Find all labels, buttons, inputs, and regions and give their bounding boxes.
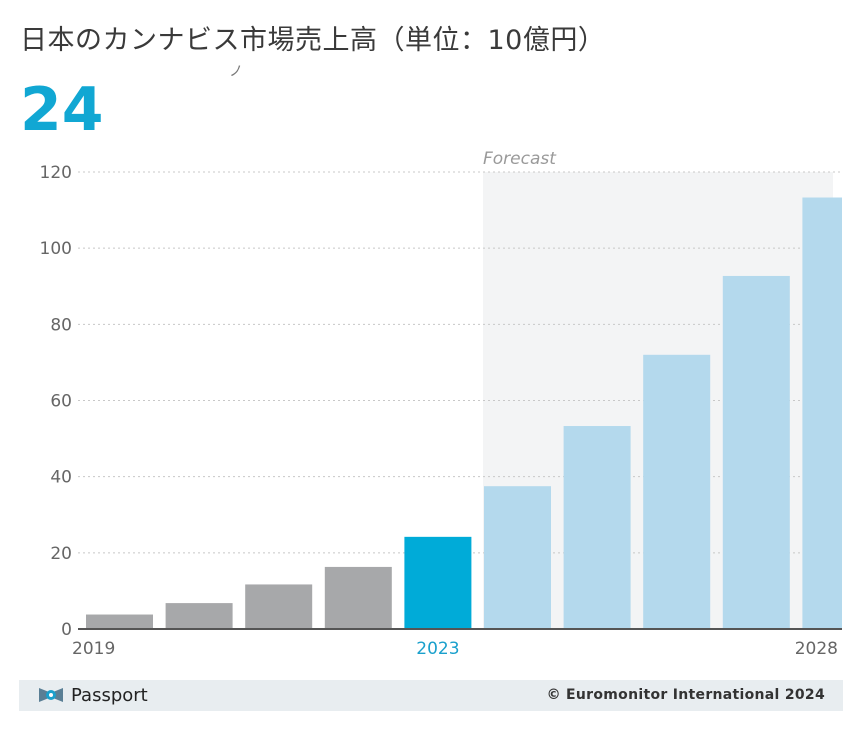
y-tick-label: 20 (50, 544, 72, 564)
bar-2022 (324, 566, 392, 629)
y-tick-label: 0 (61, 620, 72, 640)
x-tick-label: 2019 (72, 639, 115, 659)
bar-chart: Forecast 0 20 40 60 80 100 120 2019 2023 2028 (40, 149, 842, 659)
chart-title: 日本のカンナビス市場売上高（単位：10億円） (20, 25, 606, 56)
y-tick-label: 40 (50, 468, 72, 488)
y-tick-label: 120 (40, 163, 72, 183)
footer-bar: Passport © Euromonitor International 202… (19, 680, 843, 711)
y-tick-label: 100 (40, 239, 72, 259)
bar-2027 (722, 275, 790, 629)
bar-2023 (404, 536, 472, 629)
bar-2019 (86, 614, 153, 629)
passport-logo-icon (39, 688, 63, 702)
partial-glyph: ノ (229, 64, 243, 80)
bar-2021 (245, 584, 313, 629)
bar-2025 (563, 426, 631, 629)
bar-2026 (643, 354, 711, 629)
highlight-value: 24 (20, 75, 104, 145)
x-tick-label: 2028 (795, 639, 838, 659)
bar-2020 (165, 603, 233, 629)
bar-2028 (802, 197, 842, 629)
copyright-text: © Euromonitor International 2024 (546, 687, 825, 703)
y-tick-label: 60 (50, 392, 72, 412)
passport-brand: Passport (37, 684, 148, 706)
x-tick-label: 2023 (416, 639, 459, 659)
bar-2024 (484, 486, 551, 629)
brand-name: Passport (71, 684, 148, 706)
y-tick-label: 80 (50, 315, 72, 335)
forecast-label: Forecast (483, 149, 557, 169)
